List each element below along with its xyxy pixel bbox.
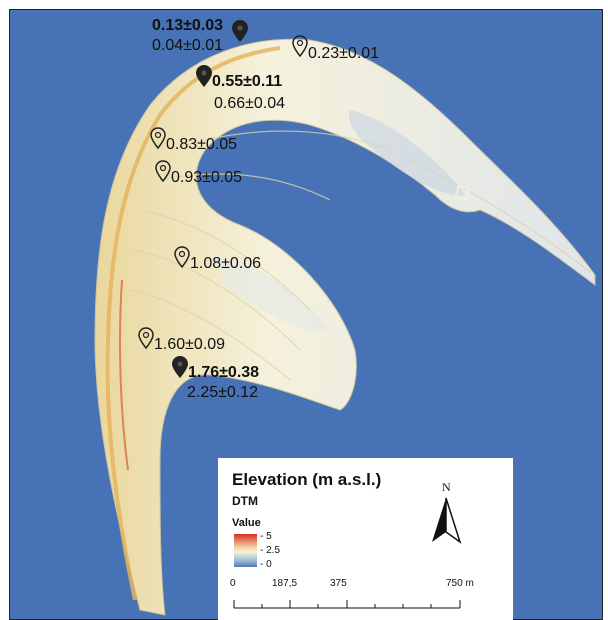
spit-landmass bbox=[94, 38, 596, 616]
legend-layer-name: DTM bbox=[232, 494, 258, 508]
marker-1-secondary: 0.04±0.01 bbox=[152, 37, 224, 54]
marker-outline-4[interactable]: 0.83±0.05 bbox=[150, 127, 237, 154]
north-arrow-icon bbox=[432, 497, 462, 544]
marker-3-primary: 0.55±0.11 bbox=[212, 73, 283, 90]
marker-4-primary: 0.83±0.05 bbox=[166, 136, 238, 153]
ramp-low-label: - 0 bbox=[260, 559, 272, 570]
marker-5-primary: 0.93±0.05 bbox=[171, 169, 243, 186]
marker-8-primary: 1.76±0.38 bbox=[188, 364, 260, 381]
map-pin-filled-icon bbox=[196, 65, 212, 87]
marker-filled-3[interactable]: 0.55±0.11 bbox=[196, 65, 282, 91]
structure-square bbox=[454, 184, 471, 201]
beach-ridges bbox=[129, 130, 591, 381]
map-pin-outline-icon bbox=[155, 160, 171, 182]
marker-outline-6[interactable]: 1.08±0.06 bbox=[174, 246, 261, 273]
marker-outline-2[interactable]: 0.23±0.01 bbox=[292, 35, 379, 63]
marker-outline-7[interactable]: 1.60±0.09 bbox=[138, 327, 225, 354]
map-pin-outline-icon bbox=[150, 127, 166, 149]
map-pin-outline-icon bbox=[174, 246, 190, 268]
map-pin-filled-icon bbox=[232, 20, 248, 42]
marker-1-primary: 0.13±0.03 bbox=[152, 17, 224, 34]
ramp-mid-label: - 2.5 bbox=[260, 545, 281, 556]
marker-6-primary: 1.08±0.06 bbox=[190, 255, 262, 272]
marker-2-primary: 0.23±0.01 bbox=[308, 45, 380, 62]
map-legend: Elevation (m a.s.l.) DTM Value - 5 - 2.5… bbox=[218, 458, 513, 620]
legend-title: Elevation (m a.s.l.) bbox=[232, 470, 382, 489]
marker-outline-5[interactable]: 0.93±0.05 bbox=[155, 160, 242, 187]
lagoon bbox=[349, 110, 465, 196]
marker-7-primary: 1.60±0.09 bbox=[154, 336, 226, 353]
spit-terrain bbox=[94, 38, 596, 616]
scale-label-3: 750 m bbox=[446, 578, 474, 589]
scale-ticks bbox=[233, 600, 461, 609]
north-label: N bbox=[442, 480, 451, 494]
scale-label-1: 187,5 bbox=[272, 578, 298, 589]
scale-label-0: 0 bbox=[230, 578, 236, 589]
marker-filled-8[interactable]: 1.76±0.38 bbox=[172, 356, 259, 382]
map-pin-outline-icon bbox=[292, 35, 308, 57]
map-pin-filled-icon bbox=[172, 356, 188, 378]
marker-8-secondary: 2.25±0.12 bbox=[187, 384, 259, 401]
marker-3-secondary: 0.66±0.04 bbox=[214, 95, 286, 112]
scale-label-2: 375 bbox=[330, 578, 347, 589]
legend-value-label: Value bbox=[232, 517, 261, 529]
lagoon-2 bbox=[210, 255, 330, 332]
color-ramp bbox=[234, 534, 257, 567]
marker-filled-1[interactable] bbox=[232, 20, 248, 42]
ramp-high-label: - 5 bbox=[260, 531, 272, 542]
map-pin-outline-icon bbox=[138, 327, 154, 349]
ridge-high bbox=[119, 279, 129, 471]
